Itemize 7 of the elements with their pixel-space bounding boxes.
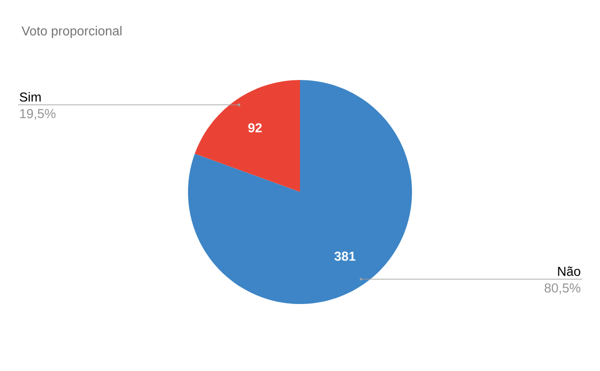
chart-title: Voto proporcional (22, 26, 122, 38)
data-label: 92 (248, 123, 262, 132)
slice-label: Sim (20, 92, 41, 102)
data-label: 381 (334, 252, 356, 261)
text: 19,5% (20, 109, 56, 120)
text: 80,5% (544, 283, 580, 294)
slice-label: Não (558, 266, 580, 276)
